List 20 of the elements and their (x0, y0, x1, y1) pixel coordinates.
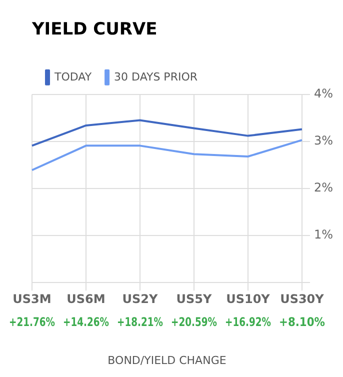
y-tick-label: 2% (314, 180, 334, 195)
legend-label: TODAY (54, 70, 92, 84)
text: +14.26% (63, 314, 110, 330)
x-tick-label: US30Y (280, 292, 324, 306)
x-tick-label: US5Y (176, 292, 212, 306)
text: +21.76% (9, 314, 56, 330)
x-axis-title: BOND/YIELD CHANGE (108, 354, 226, 367)
text: +8.10% (278, 314, 325, 330)
x-tick-label: US10Y (226, 292, 270, 306)
text: +18.21% (117, 314, 164, 330)
text: +16.92% (225, 314, 272, 330)
y-tick-label: 4% (314, 86, 334, 101)
x-tick-label: US2Y (122, 292, 158, 306)
x-tick-label: US3M (12, 292, 52, 306)
chart-title: YIELD CURVE (31, 20, 158, 40)
y-tick-label: 3% (314, 134, 334, 148)
y-tick-label: 1% (314, 228, 334, 242)
legend-label: 30 DAYS PRIOR (114, 70, 198, 84)
text: +20.59% (171, 314, 218, 330)
x-tick-label: US6M (66, 292, 106, 306)
